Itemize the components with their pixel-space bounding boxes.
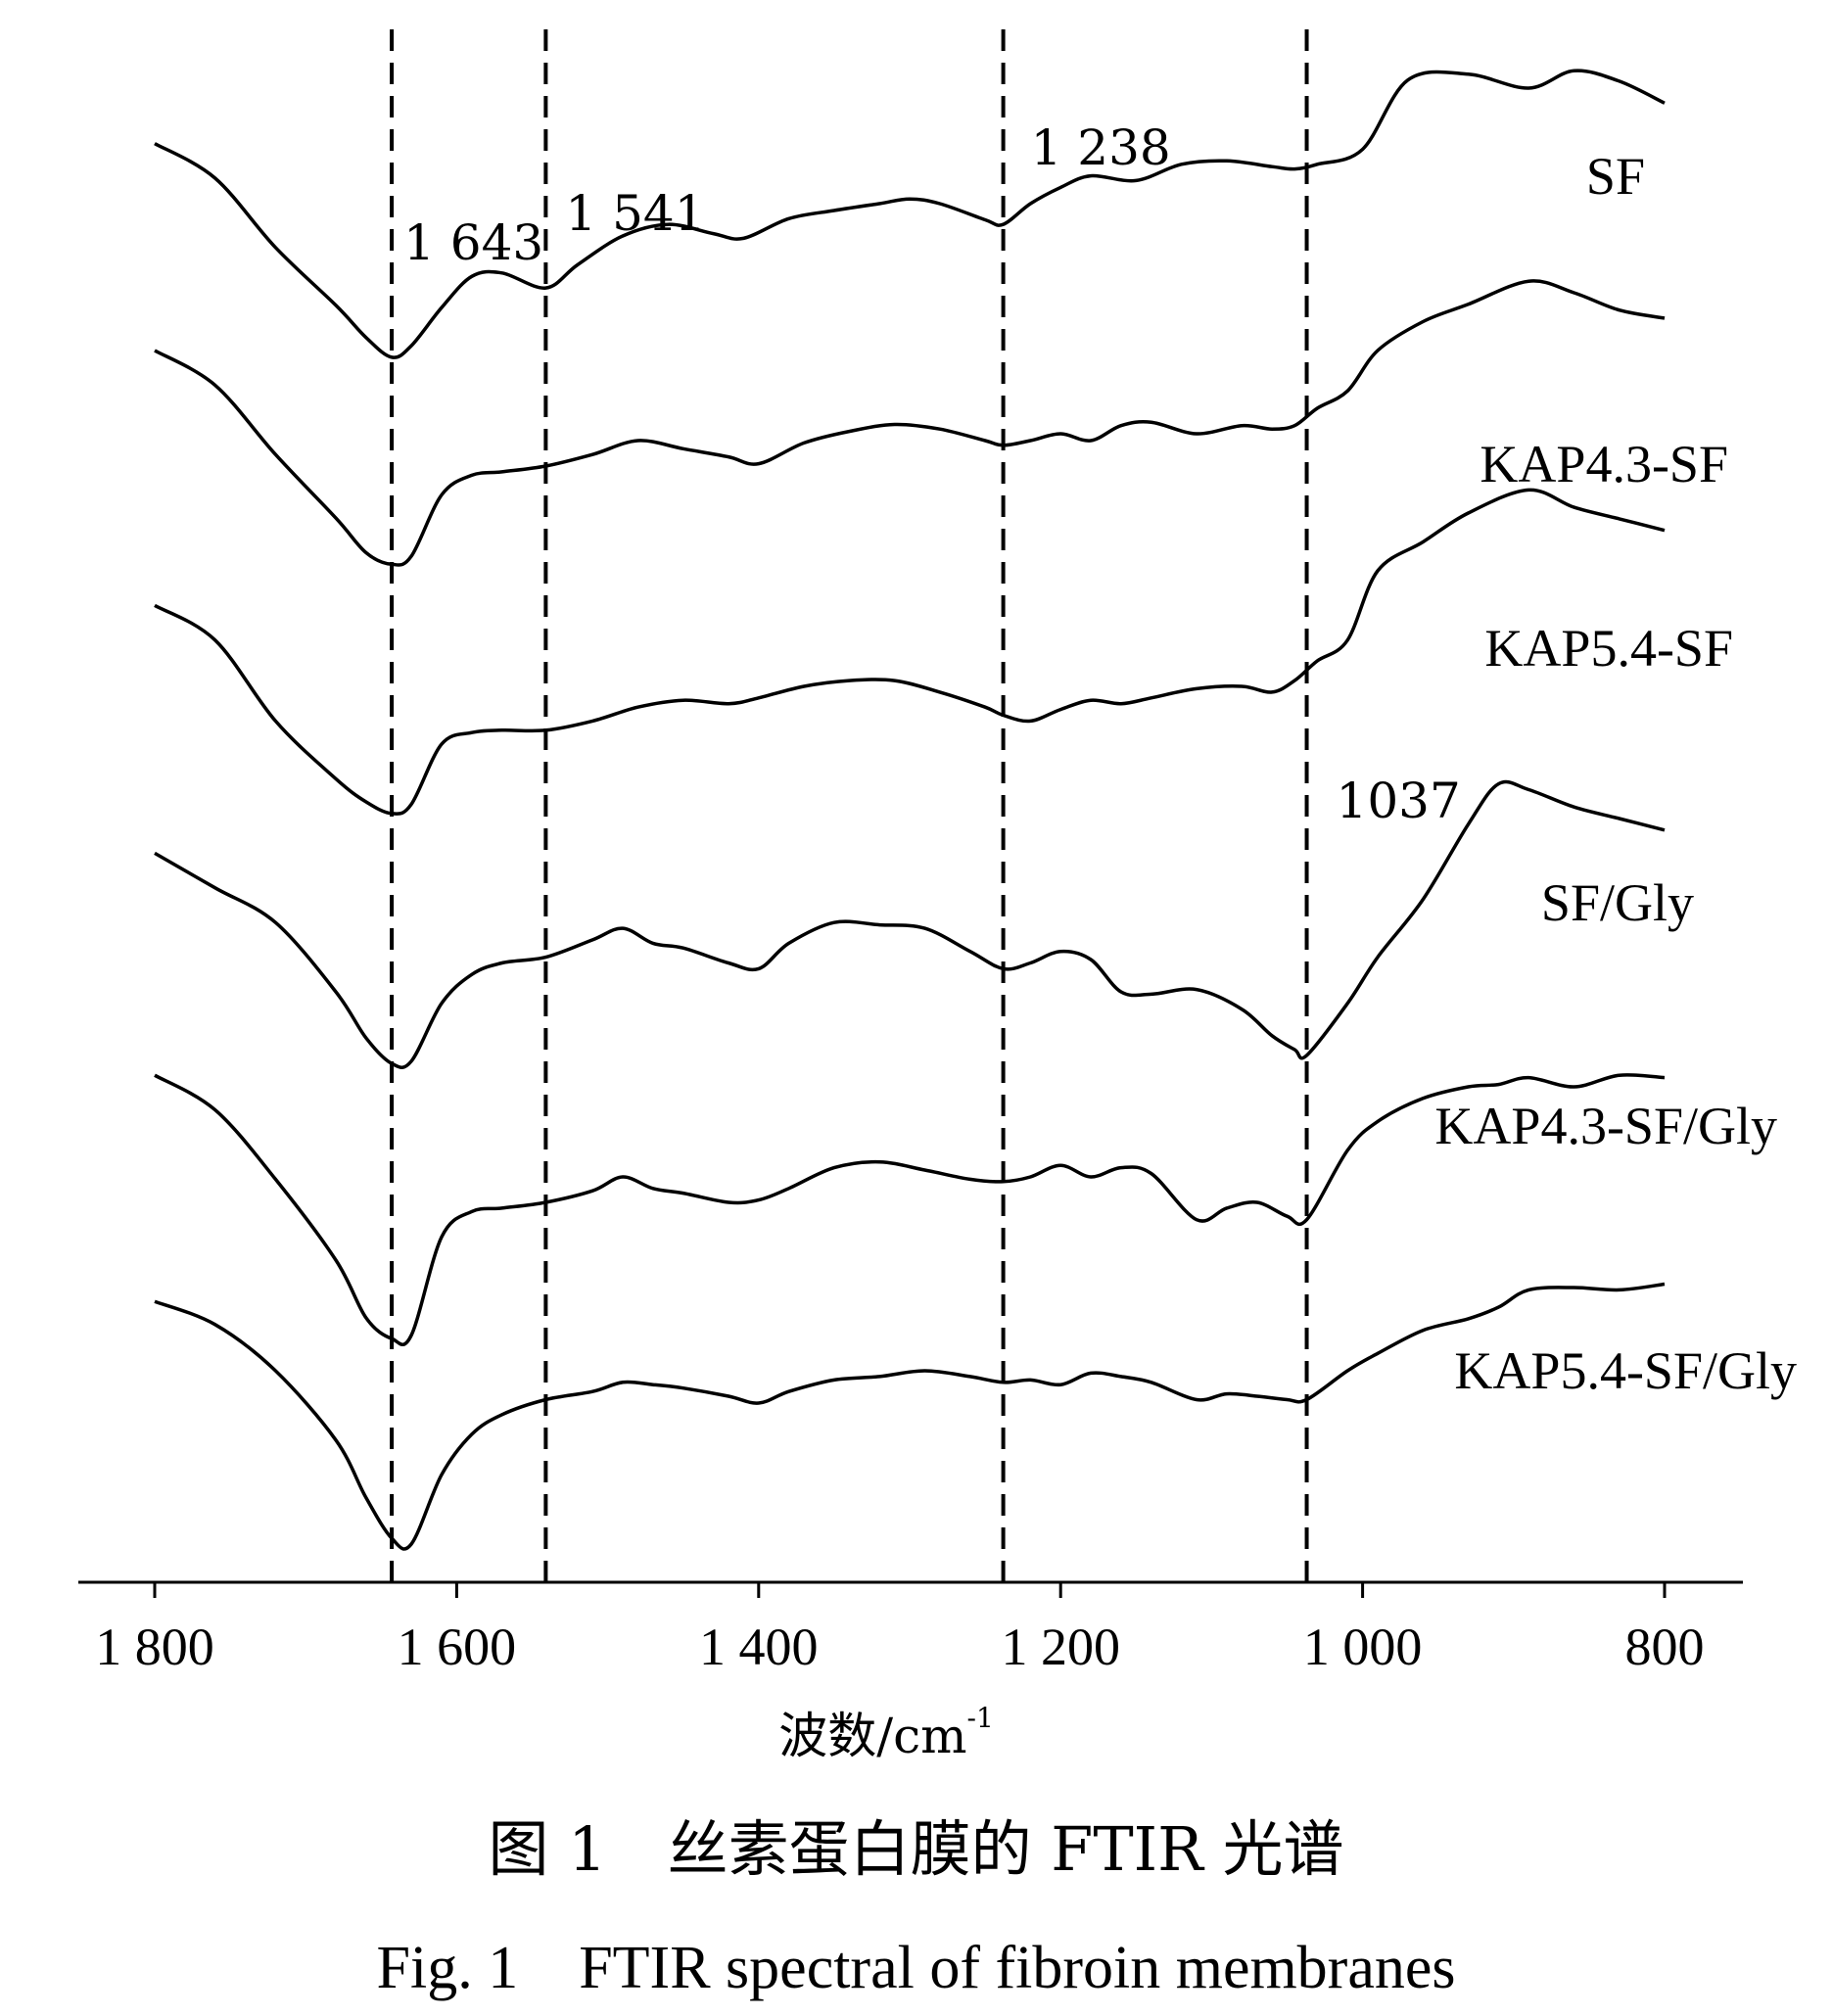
- series-label-sf: SF: [1586, 147, 1645, 206]
- reference-label-1238: 1 238: [1031, 119, 1171, 176]
- series-label-sf-gly: SF/Gly: [1541, 873, 1694, 932]
- reference-label-1037: 1037: [1337, 773, 1461, 829]
- series-line-sf: [154, 69, 1666, 359]
- series-label-kap4-3-sf-gly: KAP4.3-SF/Gly: [1434, 1097, 1777, 1155]
- x-axis-title-superscript: -1: [966, 1702, 993, 1734]
- x-axis-ticks: 1 800 1 600 1 400 1 200 1 000 800: [95, 1582, 1705, 1676]
- series-line-kap5-4-sf: [154, 488, 1666, 816]
- x-tick-label-1000: 1 000: [1303, 1617, 1423, 1676]
- spectra-lines: [154, 69, 1666, 1551]
- reference-lines: [390, 29, 1309, 1582]
- x-tick-label-1400: 1 400: [699, 1617, 819, 1676]
- reference-label-1643: 1 643: [403, 214, 543, 271]
- x-tick-label-1200: 1 200: [1001, 1617, 1120, 1676]
- series-label-kap5-4-sf: KAP5.4-SF: [1484, 619, 1733, 678]
- series-line-kap4-3-sf-gly: [154, 1073, 1666, 1346]
- x-tick-label-800: 800: [1625, 1617, 1705, 1676]
- x-axis-title: 波数/cm-1: [778, 1702, 994, 1764]
- series-label-kap5-4-sf-gly: KAP5.4-SF/Gly: [1454, 1341, 1797, 1400]
- x-tick-label-1800: 1 800: [95, 1617, 214, 1676]
- x-axis-title-text: 波数/cm: [778, 1708, 966, 1764]
- figure-caption-english: Fig. 1 FTIR spectral of fibroin membrane…: [376, 1935, 1456, 2001]
- reference-label-1541: 1 541: [565, 185, 705, 242]
- text-labels: 1 643 1 541 1 238 1037 SF KAP4.3-SF KAP5.4-SF S…: [403, 119, 1797, 1400]
- series-line-kap4-3-sf: [154, 279, 1666, 567]
- series-line-kap5-4-sf-gly: [154, 1282, 1666, 1551]
- figure-caption-chinese: 图 1 丝素蛋白膜的 FTIR 光谱: [488, 1813, 1344, 1885]
- series-label-kap4-3-sf: KAP4.3-SF: [1480, 435, 1728, 493]
- x-tick-label-1600: 1 600: [398, 1617, 517, 1676]
- series-line-sf-gly: [154, 779, 1666, 1070]
